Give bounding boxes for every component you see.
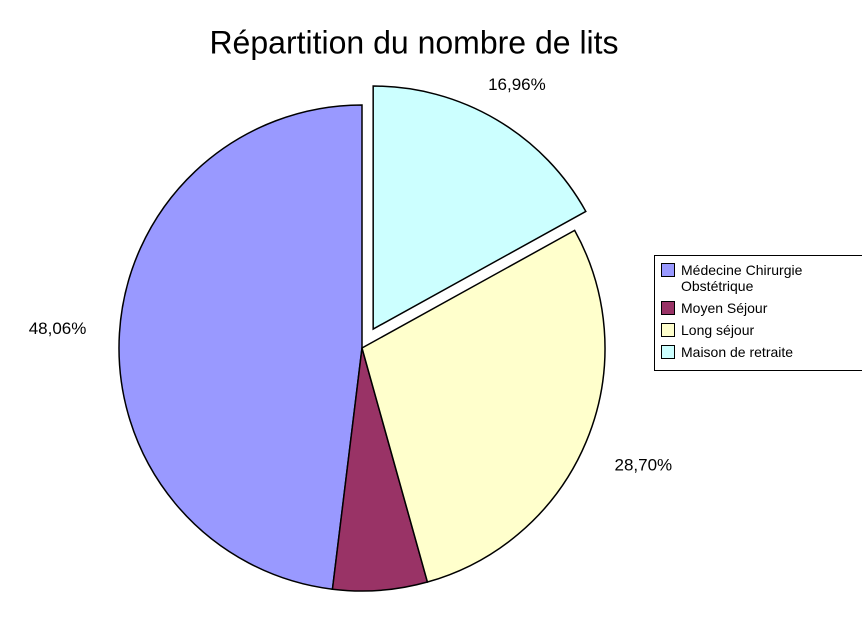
legend-label: Long séjour xyxy=(681,322,755,338)
legend-label: Moyen Séjour xyxy=(681,300,768,316)
legend-swatch xyxy=(661,345,675,359)
legend-item: Moyen Séjour xyxy=(661,300,862,316)
legend-swatch xyxy=(661,263,675,277)
pie-slice xyxy=(361,229,606,583)
legend-label: Maison de retraite xyxy=(681,344,794,360)
data-label: 48,06% xyxy=(29,319,87,338)
chart-title: Répartition du nombre de lits xyxy=(209,24,618,60)
legend-item: Long séjour xyxy=(661,322,862,338)
legend-swatch xyxy=(661,323,675,337)
pie-slice xyxy=(372,85,587,331)
pie-slice xyxy=(118,104,363,591)
data-label: 28,70% xyxy=(615,455,673,474)
legend-item: Médecine Chirurgie Obstétrique xyxy=(661,262,862,294)
legend-label: Médecine Chirurgie Obstétrique xyxy=(681,262,803,294)
legend-item: Maison de retraite xyxy=(661,344,862,360)
data-label: 16,96% xyxy=(488,75,546,94)
legend: Médecine Chirurgie Obstétrique Moyen Séjo… xyxy=(654,255,862,371)
legend-swatch xyxy=(661,301,675,315)
